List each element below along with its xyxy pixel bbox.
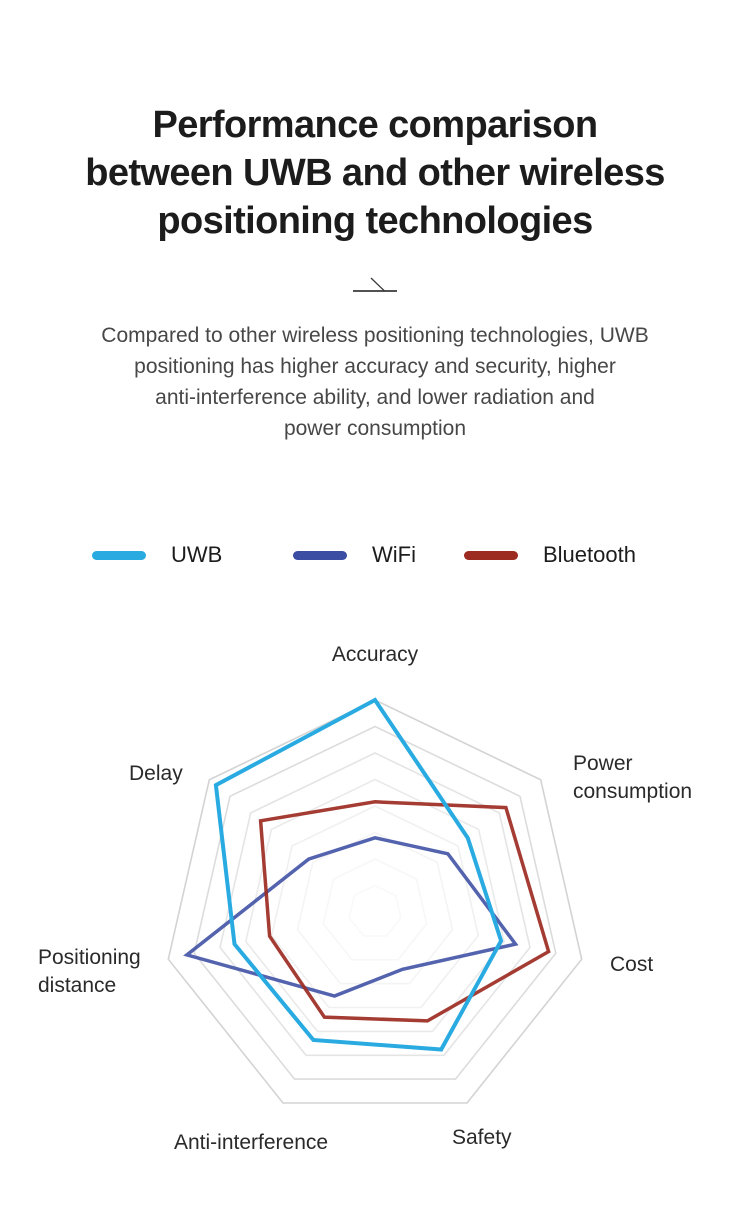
axis-label-anti-interference: Anti-interference [174,1131,329,1154]
arrow-divider [351,274,399,296]
legend-label-bluetooth: Bluetooth [543,542,636,567]
radar-chart [167,697,583,1104]
axis-label-positioning-distance: Positioning distance [38,946,141,997]
legend-swatch-bluetooth [464,550,518,560]
page-subtitle: Compared to other wireless positioning t… [101,324,649,440]
axis-label-cost: Cost [610,953,654,976]
radar-series-bluetooth [258,800,551,1023]
page-title: Performance comparison between UWB and o… [85,104,665,242]
legend-item-wifi: WiFi [293,542,416,568]
legend-swatch-uwb [92,550,146,560]
radar-series [183,697,551,1052]
radar-series-wifi [183,835,519,998]
axis-label-delay: Delay [129,762,183,785]
radar-grid [167,699,583,1104]
legend-label-uwb: UWB [171,542,223,567]
axis-label-accuracy: Accuracy [331,643,419,666]
radar-series-uwb [213,697,504,1052]
legend-item-bluetooth: Bluetooth [464,542,636,568]
axis-label-power-consumption: Power consumption [573,752,693,803]
axis-label-safety: Safety [452,1126,512,1149]
legend-label-wifi: WiFi [372,542,416,567]
arrow-divider-icon [353,277,397,292]
legend-swatch-wifi [293,550,347,560]
legend-item-uwb: UWB [92,542,222,568]
